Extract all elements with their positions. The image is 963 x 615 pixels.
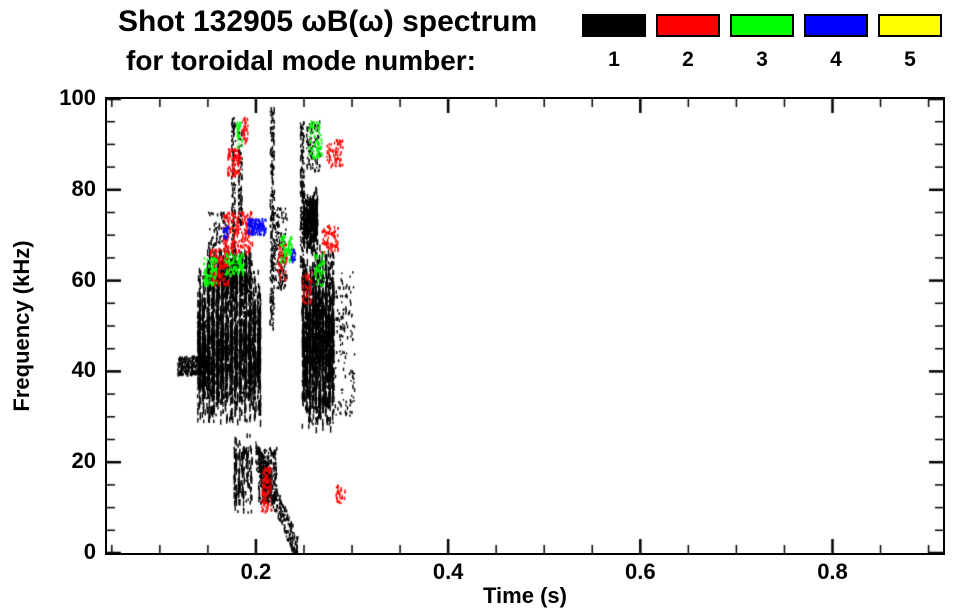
legend-swatch-mode-4 <box>804 14 868 37</box>
legend-swatch-mode-3 <box>730 14 794 37</box>
y-tick-label: 80 <box>71 175 96 201</box>
legend-swatch-mode-1 <box>582 14 646 37</box>
y-tick-label: 20 <box>71 448 96 474</box>
legend-label-mode-5: 5 <box>904 48 916 71</box>
legend-label-mode-1: 1 <box>608 48 620 71</box>
x-tick-label: 0.6 <box>625 559 656 584</box>
legend-swatch-mode-5 <box>878 14 942 37</box>
plot-canvas <box>107 99 943 553</box>
x-tick-label: 0.8 <box>817 559 848 584</box>
chart-title-line1: Shot 132905 ωB(ω) spectrum <box>118 5 538 38</box>
x-axis-label: Time (s) <box>483 583 567 608</box>
legend-label-mode-4: 4 <box>830 48 842 71</box>
plot-area <box>105 97 945 555</box>
x-tick-label: 0.2 <box>240 559 272 584</box>
legend-label-mode-3: 3 <box>756 48 768 71</box>
y-tick-label: 40 <box>71 357 96 383</box>
x-tick-label: 0.4 <box>432 559 464 584</box>
legend-label-mode-2: 2 <box>682 48 694 71</box>
chart-title-line2: for toroidal mode number: <box>126 45 476 76</box>
y-tick-label: 100 <box>59 85 96 110</box>
legend-swatch-mode-2 <box>656 14 720 37</box>
y-tick-label: 0 <box>83 539 96 564</box>
y-tick-label: 60 <box>71 266 96 292</box>
